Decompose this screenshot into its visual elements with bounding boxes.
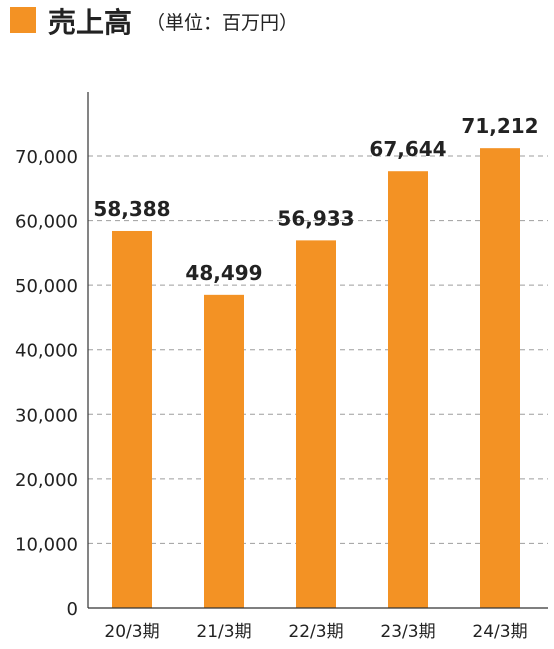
y-tick-label: 70,000: [15, 147, 78, 168]
y-tick-label: 20,000: [15, 470, 78, 491]
y-tick-label: 30,000: [15, 405, 78, 426]
bar: [388, 171, 428, 609]
bar: [112, 230, 152, 608]
y-tick-label: 0: [67, 599, 78, 620]
data-label: 48,499: [185, 261, 262, 285]
y-tick-label: 60,000: [15, 212, 78, 233]
y-tick-label: 40,000: [15, 341, 78, 362]
bar: [480, 148, 520, 608]
axis-layer: [87, 92, 548, 609]
y-tick-label: 10,000: [15, 534, 78, 555]
data-label: 67,644: [369, 137, 446, 161]
chart-subtitle: （単位：百万円）: [146, 12, 298, 34]
data-label: 71,212: [461, 114, 538, 138]
bar: [296, 240, 336, 608]
bar-layer: [112, 148, 520, 609]
x-tick-label: 20/3期: [104, 622, 159, 642]
data-label: 58,388: [93, 197, 170, 221]
x-tick-label: 22/3期: [288, 622, 343, 642]
title-swatch: [10, 7, 36, 33]
y-tick-label: 50,000: [15, 276, 78, 297]
label-layer: 0 10,000 20,000 30,000 40,000 50,000 60,000 70,…: [15, 114, 539, 642]
x-tick-label: 23/3期: [380, 622, 435, 642]
x-tick-label: 21/3期: [196, 622, 251, 642]
chart-title: 売上高: [48, 6, 132, 39]
data-label: 56,933: [277, 206, 354, 230]
bar: [204, 294, 244, 608]
x-tick-label: 24/3期: [472, 622, 527, 642]
